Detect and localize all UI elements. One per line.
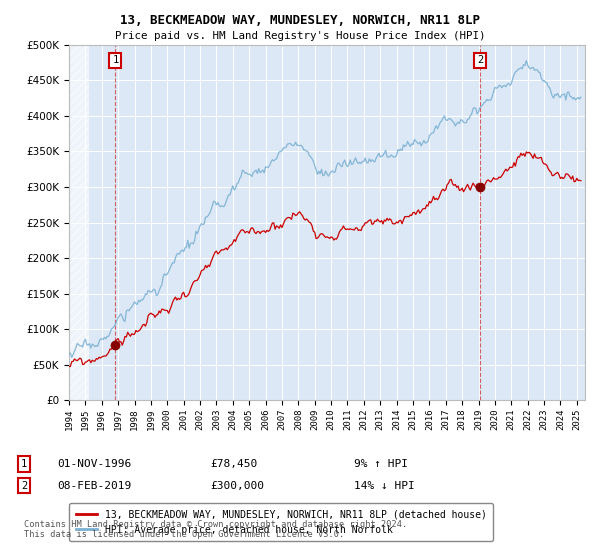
- Text: 9% ↑ HPI: 9% ↑ HPI: [354, 459, 408, 469]
- Text: 13, BECKMEADOW WAY, MUNDESLEY, NORWICH, NR11 8LP: 13, BECKMEADOW WAY, MUNDESLEY, NORWICH, …: [120, 14, 480, 27]
- Text: Contains HM Land Registry data © Crown copyright and database right 2024.
This d: Contains HM Land Registry data © Crown c…: [24, 520, 407, 539]
- Text: 2: 2: [477, 55, 483, 66]
- Text: Price paid vs. HM Land Registry's House Price Index (HPI): Price paid vs. HM Land Registry's House …: [115, 31, 485, 41]
- Text: 1: 1: [112, 55, 119, 66]
- Text: 08-FEB-2019: 08-FEB-2019: [57, 480, 131, 491]
- Text: £300,000: £300,000: [210, 480, 264, 491]
- Legend: 13, BECKMEADOW WAY, MUNDESLEY, NORWICH, NR11 8LP (detached house), HPI: Average : 13, BECKMEADOW WAY, MUNDESLEY, NORWICH, …: [69, 503, 493, 542]
- Text: £78,450: £78,450: [210, 459, 257, 469]
- Text: 1: 1: [21, 459, 27, 469]
- Text: 01-NOV-1996: 01-NOV-1996: [57, 459, 131, 469]
- Bar: [69, 45, 89, 400]
- Text: 14% ↓ HPI: 14% ↓ HPI: [354, 480, 415, 491]
- Text: 2: 2: [21, 480, 27, 491]
